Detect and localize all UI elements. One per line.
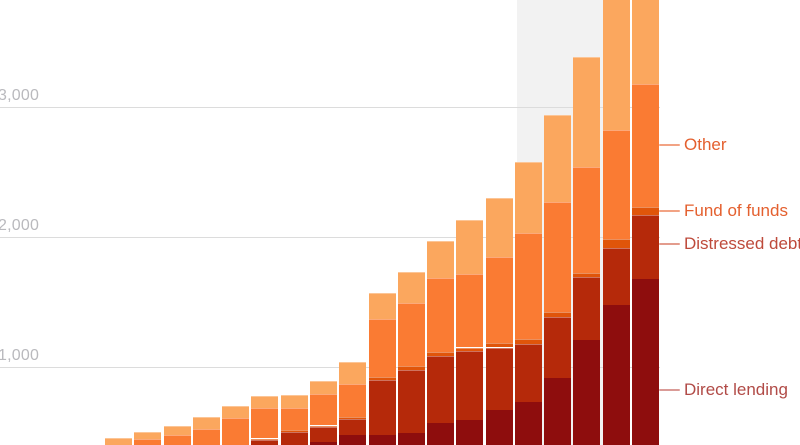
bar-segment — [134, 432, 162, 440]
bar-segment — [573, 56, 601, 168]
bar-segment — [368, 293, 396, 320]
bar-segment — [456, 351, 484, 421]
bar-segment — [251, 440, 279, 445]
y-gridline — [0, 367, 660, 368]
bar-segment — [573, 277, 601, 340]
bar-segment — [397, 271, 425, 304]
bar-segment — [339, 419, 367, 435]
bar-segment — [251, 407, 279, 439]
bar-segment — [602, 248, 630, 305]
bar-segment — [632, 215, 660, 279]
bar-segment — [602, 0, 630, 130]
leader-line — [659, 389, 680, 391]
bar-segment — [134, 439, 162, 445]
bar-segment — [544, 115, 572, 203]
bar-segment — [309, 427, 337, 442]
series-label: Fund of funds — [684, 201, 788, 220]
bar-segment — [280, 394, 308, 408]
bar-segment — [339, 383, 367, 418]
bar-segment — [602, 130, 630, 239]
bar-segment — [222, 406, 250, 418]
bar-segment — [309, 442, 337, 445]
bar-segment — [632, 0, 660, 84]
bar-segment — [544, 202, 572, 312]
bar-segment — [339, 362, 367, 384]
y-tick-label: 2,000 — [0, 217, 40, 234]
bar-segment — [280, 430, 308, 432]
bar-segment — [397, 365, 425, 370]
bar-segment — [485, 343, 513, 348]
bar-segment — [544, 312, 572, 317]
bar-segment — [163, 426, 191, 435]
bar-segment — [368, 319, 396, 377]
y-gridline — [0, 237, 660, 238]
bar-segment — [485, 347, 513, 411]
bar-segment — [485, 257, 513, 344]
bar-segment — [514, 401, 542, 445]
bar-segment — [514, 339, 542, 344]
bar-segment — [251, 395, 279, 408]
bar-segment — [368, 380, 396, 435]
series-label: Distressed debt — [684, 234, 800, 253]
bar-segment — [309, 394, 337, 426]
bar-segment — [456, 220, 484, 275]
bar-segment — [456, 274, 484, 348]
bar-segment — [163, 434, 191, 445]
bar-segment — [251, 438, 279, 441]
bar-segment — [368, 377, 396, 380]
bar-segment — [309, 381, 337, 395]
bar-segment — [397, 433, 425, 445]
bar-segment — [397, 303, 425, 366]
bar-segment — [632, 206, 660, 216]
bar-segment — [632, 83, 660, 207]
bar-segment — [427, 277, 455, 353]
bar-segment — [456, 347, 484, 352]
series-label-cut-off: Mezzanine — [683, 0, 765, 4]
leader-line — [659, 144, 680, 146]
bar-segment — [309, 425, 337, 428]
bar-segment — [602, 238, 630, 249]
bar-segment — [602, 304, 630, 445]
bar-segment — [427, 241, 455, 278]
bar-segment — [280, 432, 308, 445]
bar-segment — [368, 434, 396, 445]
bar-segment — [514, 343, 542, 402]
y-gridline — [0, 107, 660, 108]
bar-segment — [339, 434, 367, 445]
bar-segment — [573, 339, 601, 445]
y-tick-label: 1,000 — [0, 347, 40, 364]
bar-segment — [632, 278, 660, 445]
bar-segment — [427, 423, 455, 445]
bar-segment — [573, 167, 601, 273]
bar-segment — [485, 410, 513, 445]
bar-segment — [105, 437, 132, 445]
bar-segment — [456, 420, 484, 445]
bar-segment — [573, 273, 601, 278]
leader-line — [659, 243, 680, 245]
bar-segment — [427, 352, 455, 356]
bar-segment — [280, 407, 308, 431]
series-label: Direct lending — [684, 380, 788, 399]
bar-segment — [397, 369, 425, 434]
bar-segment — [514, 161, 542, 233]
series-label: Other — [684, 135, 727, 154]
y-tick-label: 3,000 — [0, 87, 40, 104]
bar-segment — [192, 429, 220, 445]
bar-segment — [222, 417, 250, 445]
bar-segment — [427, 355, 455, 424]
bar-segment — [514, 232, 542, 340]
leader-line — [659, 210, 680, 212]
bar-segment — [192, 417, 220, 429]
bar-segment — [339, 417, 367, 419]
bar-segment — [485, 198, 513, 258]
bar-segment — [544, 316, 572, 379]
bar-segment — [544, 378, 572, 445]
